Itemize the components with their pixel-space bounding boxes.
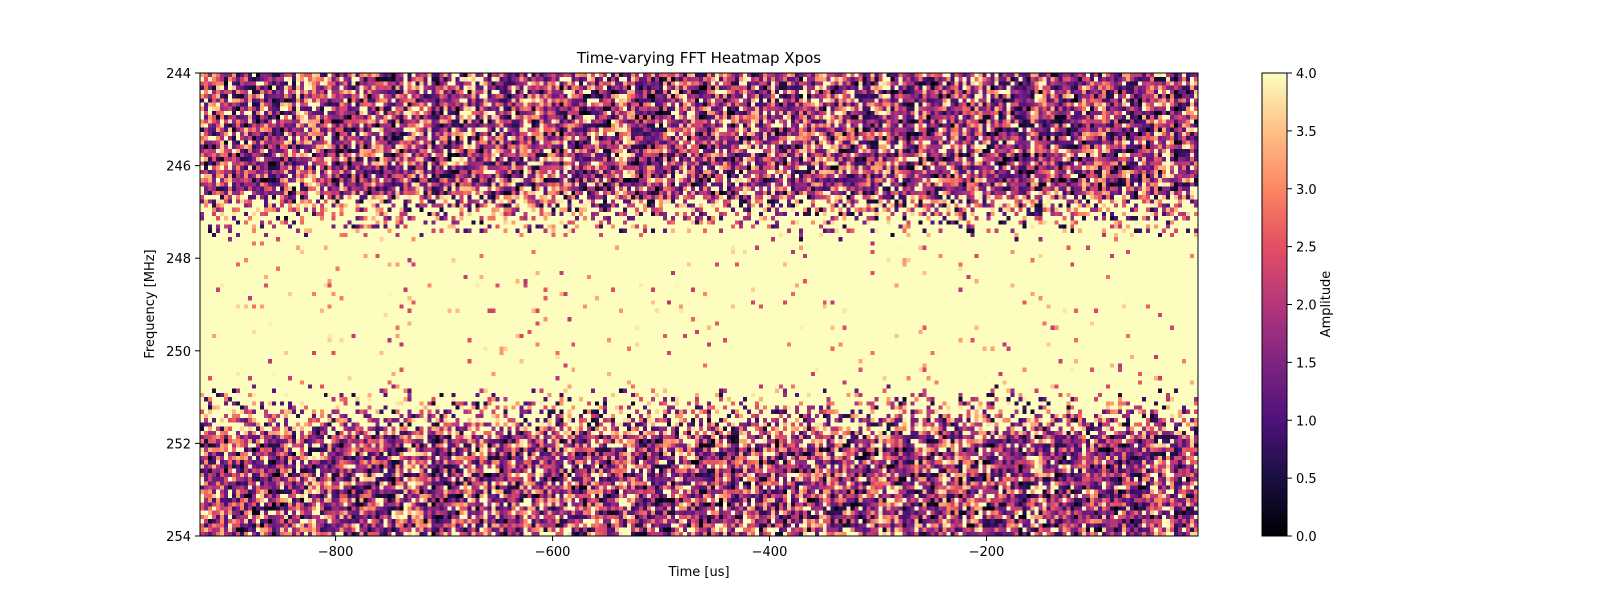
y-axis-label: Frequency [MHz] [143,249,158,358]
colorbar-tick-label: 2.5 [1296,241,1317,256]
y-tick-label: 246 [166,160,191,175]
colorbar-gradient [1262,73,1287,536]
x-tick-label: −600 [535,545,571,560]
y-tick-label: 248 [166,252,191,267]
x-tick-label: −200 [969,545,1005,560]
colorbar-label: Amplitude [1319,271,1334,338]
chart-title: Time-varying FFT Heatmap Xpos [576,49,821,67]
y-tick-label: 250 [166,345,191,360]
colorbar-tick-label: 3.5 [1296,125,1317,140]
colorbar-tick-label: 4.0 [1296,67,1317,82]
y-tick-label: 244 [166,67,191,82]
plot-frame [199,72,1199,537]
x-tick-label: −400 [752,545,788,560]
colorbar-tick-label: 0.5 [1296,472,1317,487]
x-tick-label: −800 [318,545,354,560]
colorbar-tick-label: 1.0 [1296,414,1317,429]
colorbar-tick-label: 0.0 [1296,530,1317,545]
colorbar-tick-label: 3.0 [1296,183,1317,198]
x-axis-label: Time [us] [667,565,729,580]
colorbar-frame [1261,72,1288,537]
colorbar-tick-label: 1.5 [1296,356,1317,371]
x-axis-ticks: −800 −600 −400 −200 [318,536,1005,560]
y-tick-label: 254 [166,530,191,545]
heatmap-image [200,73,1198,536]
colorbar-tick-label: 2.0 [1296,299,1317,314]
y-tick-label: 252 [166,437,191,452]
y-axis-ticks: 244 246 248 250 252 254 [166,67,200,545]
colorbar-ticks: 0.0 0.5 1.0 1.5 2.0 2.5 3.0 3.5 4.0 [1287,67,1317,545]
